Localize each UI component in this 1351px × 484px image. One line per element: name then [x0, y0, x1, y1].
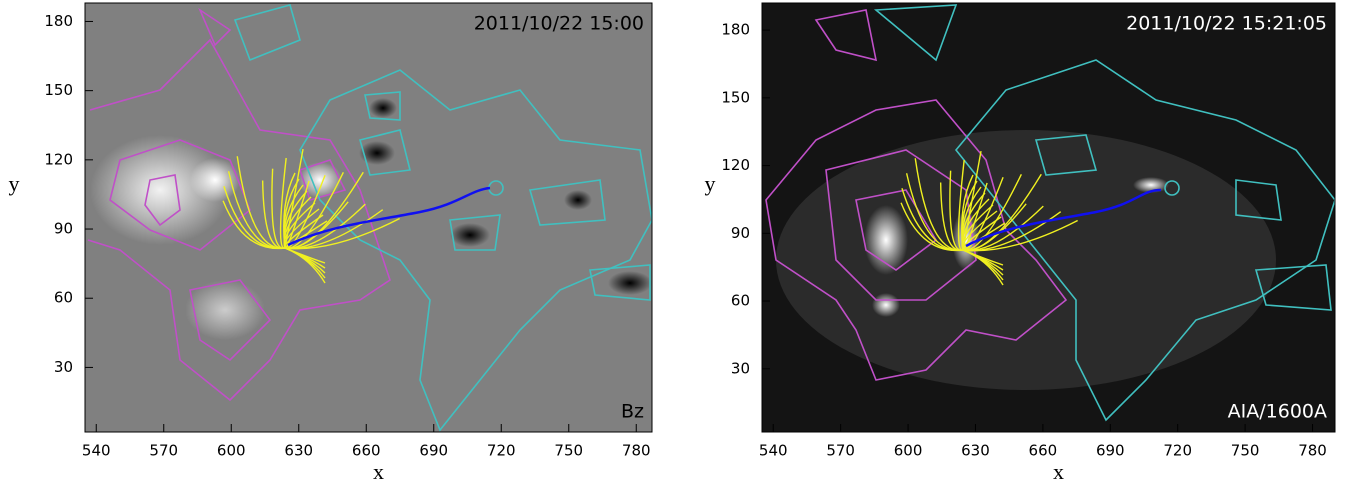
y-tick-label: 150 [721, 88, 750, 106]
field-line [284, 217, 400, 250]
x-tick-label: 720 [487, 442, 516, 460]
field-lines [222, 149, 400, 284]
panel-label: Bz [621, 401, 644, 423]
flux-rope [965, 188, 1162, 248]
field-line [961, 216, 1002, 251]
x-axis-label: x [373, 459, 384, 484]
x-tick-label: 570 [149, 442, 178, 460]
frame [84, 2, 653, 433]
x-tick-label: 600 [894, 442, 923, 460]
y-tick-label: 60 [731, 292, 750, 310]
y-tick-label: 180 [721, 21, 750, 39]
y-tick-label: 90 [54, 220, 73, 238]
x-tick-label: 690 [1096, 442, 1125, 460]
x-tick-label: 750 [554, 442, 583, 460]
panel-label: AIA/1600A [1228, 401, 1327, 423]
image-content [87, 4, 652, 432]
y-tick-label: 60 [54, 289, 73, 307]
field-line [284, 247, 326, 284]
field-line [949, 170, 964, 251]
x-tick-label: 750 [1231, 442, 1260, 460]
x-tick-label: 690 [419, 442, 448, 460]
field-line [957, 159, 965, 251]
y-axis-label: y [705, 171, 716, 196]
panel: 540 570 600 630 660 690 720 750 780 30 60 90 120 150 1… [9, 2, 653, 484]
x-tick-label: 780 [1298, 442, 1327, 460]
x-tick-label: 780 [622, 442, 651, 460]
y-tick-label: 120 [721, 156, 750, 174]
field-line [279, 157, 287, 249]
y-tick-label: 180 [44, 12, 73, 30]
image-background [762, 3, 1335, 432]
annotation: 2011/10/22 15:00 [474, 13, 644, 35]
y-tick-label: 30 [731, 359, 750, 377]
annotation: 2011/10/22 15:21:05 [1126, 13, 1327, 35]
y-tick-label: 90 [731, 224, 750, 242]
y-tick-label: 30 [54, 358, 73, 376]
y-tick-label: 120 [44, 150, 73, 168]
flux-rope [287, 186, 491, 247]
x-tick-label: 660 [1029, 442, 1058, 460]
y-axis-label: y [9, 171, 20, 196]
x-axis-label: x [1053, 459, 1064, 484]
field-line [962, 219, 1078, 252]
x-tick-label: 540 [82, 442, 111, 460]
field-line [271, 168, 286, 249]
field-line [283, 214, 324, 249]
frame [761, 2, 1336, 433]
x-tick-label: 600 [217, 442, 246, 460]
x-tick-label: 570 [826, 442, 855, 460]
y-tick-label: 150 [44, 81, 73, 99]
x-tick-label: 660 [352, 442, 381, 460]
x-tick-label: 540 [759, 442, 788, 460]
panel: 540 570 600 630 660 690 720 750 780 30 60 90 120 150 1… [705, 2, 1336, 484]
field-lines [900, 151, 1078, 286]
x-tick-label: 630 [284, 442, 313, 460]
x-tick-label: 630 [961, 442, 990, 460]
field-line [962, 249, 1004, 286]
x-tick-label: 720 [1163, 442, 1192, 460]
